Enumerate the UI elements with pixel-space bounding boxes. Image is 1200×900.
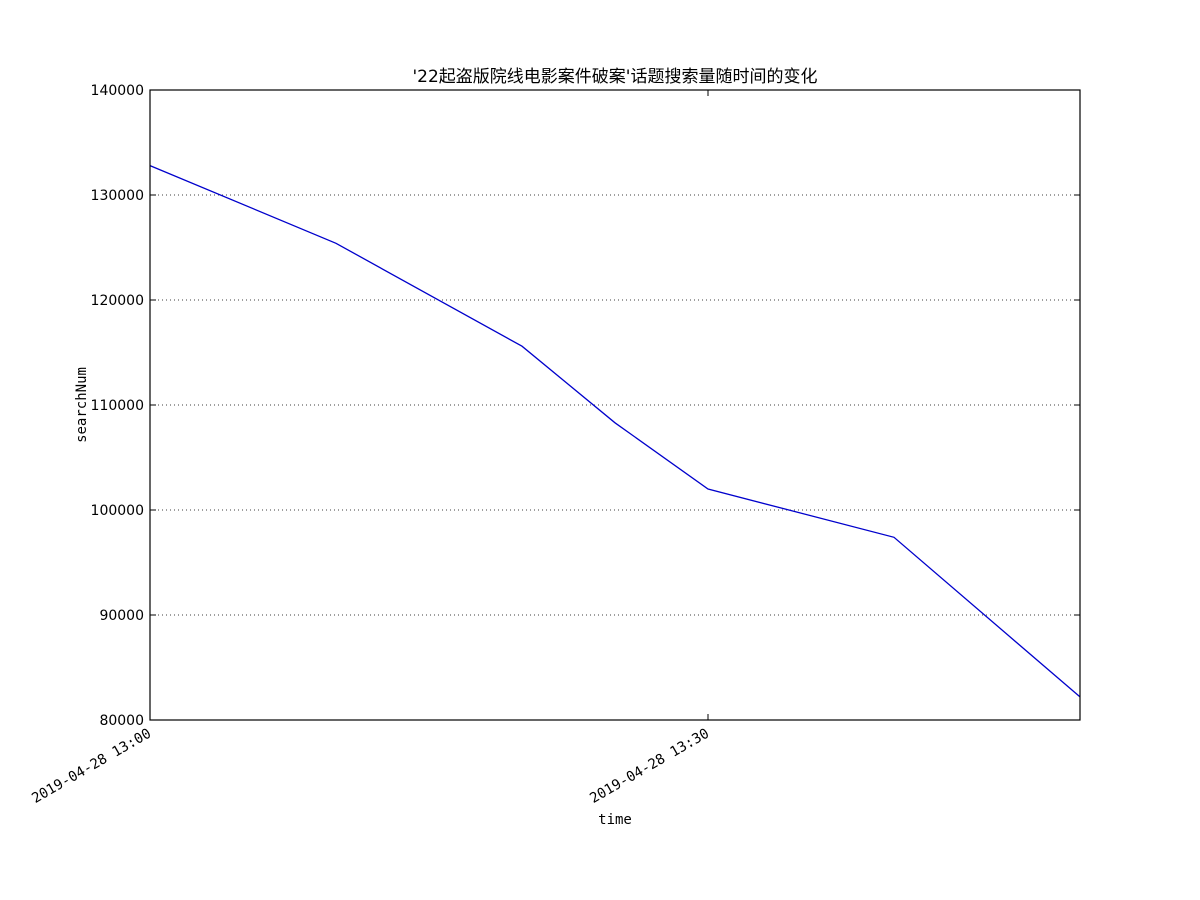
y-tick-label: 80000 [99,713,144,729]
axis-ticks: 80000 90000 100000 110000 120000 130000 140000… [29,83,1080,807]
y-tick-label: 140000 [91,83,144,99]
chart-title: '22起盗版院线电影案件破案'话题搜索量随时间的变化 [413,67,818,87]
series-line [149,165,1081,698]
y-tick-label: 100000 [91,503,144,519]
x-tick-label: 2019-04-28 13:30 [587,726,712,807]
y-tick-label: 130000 [91,188,144,204]
x-axis-label: time [598,812,632,828]
y-tick-label: 120000 [91,293,144,309]
y-tick-label: 110000 [91,398,144,414]
x-tick-label: 2019-04-28 13:00 [29,726,154,807]
y-axis-label: searchNum [74,367,90,443]
grid-lines [150,194,1080,616]
series-layer [149,165,1081,698]
y-tick-label: 90000 [99,608,144,624]
plot-frame [149,89,1081,721]
